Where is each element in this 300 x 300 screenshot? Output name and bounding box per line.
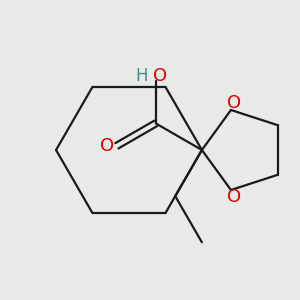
- Text: O: O: [100, 137, 114, 155]
- Text: O: O: [153, 67, 167, 85]
- Text: O: O: [227, 94, 241, 112]
- Text: H: H: [136, 67, 148, 85]
- Text: O: O: [227, 188, 241, 206]
